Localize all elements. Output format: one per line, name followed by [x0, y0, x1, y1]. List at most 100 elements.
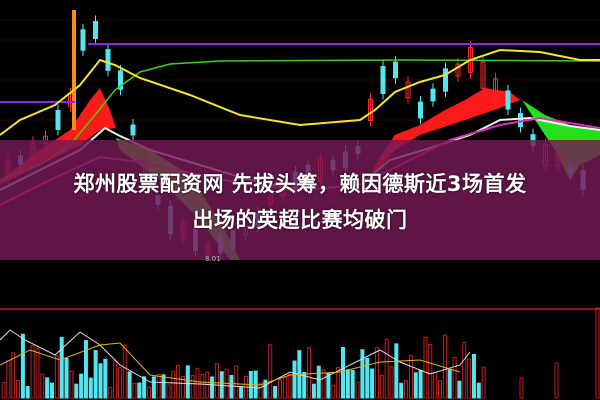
- volume-bar: [311, 383, 316, 399]
- volume-bar: [273, 385, 278, 399]
- volume-bar: [360, 349, 365, 399]
- volume-bar: [394, 343, 399, 399]
- volume-bar: [200, 373, 205, 399]
- volume-bar: [370, 368, 375, 399]
- volume-bar: [481, 366, 486, 399]
- volume-bar: [467, 358, 472, 399]
- volume-bar: [25, 386, 30, 399]
- volume-bar: [40, 373, 45, 399]
- candle-body: [518, 112, 523, 128]
- candle-body: [130, 124, 136, 136]
- volume-bar: [413, 372, 418, 399]
- candle-body: [405, 81, 411, 99]
- volume-bar: [433, 372, 438, 399]
- volume-bar: [161, 374, 166, 399]
- volume-bar: [321, 369, 326, 399]
- yellow-ma: [0, 48, 600, 136]
- volume-bar: [519, 377, 524, 399]
- volume-bar: [210, 376, 215, 399]
- volume-ma-white: [0, 329, 471, 389]
- volume-bar: [132, 382, 137, 399]
- volume-bar: [423, 336, 428, 399]
- candle-body: [368, 99, 373, 121]
- volume-bar: [98, 363, 103, 399]
- volume-bar: [355, 381, 360, 399]
- volume-bar: [442, 334, 447, 399]
- candle-body: [80, 29, 86, 51]
- volume-bar: [195, 367, 200, 399]
- candle-body: [55, 110, 61, 130]
- volume-bar: [554, 362, 559, 399]
- volume-bar: [292, 360, 297, 399]
- volume-bar: [171, 370, 176, 399]
- volume-bar: [219, 371, 224, 399]
- volume-bar: [50, 382, 54, 399]
- volume-bar: [316, 365, 321, 399]
- volume-bar: [20, 333, 25, 399]
- volume-bar: [447, 369, 452, 399]
- volume-bar: [64, 357, 69, 399]
- candle-body: [443, 68, 448, 92]
- volume-bar: [190, 375, 195, 399]
- volume-bar: [151, 376, 156, 399]
- volume-bar: [234, 365, 239, 399]
- volume-bar: [229, 374, 234, 399]
- candle-body: [430, 88, 436, 102]
- candle-body: [505, 90, 511, 110]
- candle-body: [493, 78, 498, 102]
- candle-body: [105, 49, 111, 71]
- volume-bar: [379, 374, 384, 399]
- volume-bar: [108, 386, 113, 399]
- volume-bar: [399, 382, 404, 399]
- volume-bar: [45, 377, 50, 399]
- volume-bar: [214, 363, 219, 399]
- volume-bar: [16, 379, 21, 399]
- volume-bar: [137, 382, 142, 399]
- volume-bar: [103, 358, 108, 399]
- volume-bar: [142, 376, 147, 399]
- volume-bar: [6, 360, 11, 399]
- volume-bar: [239, 386, 244, 399]
- volume-bar: [30, 345, 35, 399]
- headline-line-1: 郑州股票配资网 先拔头筹，赖因德斯近3场首发: [73, 172, 527, 196]
- volume-bar: [74, 383, 79, 399]
- volume-bar: [176, 364, 181, 399]
- volume-bar: [166, 384, 171, 399]
- candle-body: [455, 63, 461, 77]
- headline-overlay: [0, 140, 600, 260]
- volume-bar: [595, 307, 600, 399]
- volume-bar: [350, 369, 355, 399]
- volume-bar: [428, 344, 433, 399]
- volume-bar: [277, 379, 282, 399]
- volume-bar: [88, 377, 93, 399]
- candle-body: [118, 70, 123, 90]
- low-price-label: 8.01: [205, 255, 221, 263]
- volume-bar: [331, 384, 336, 399]
- volume-bar: [205, 371, 210, 399]
- volume-bar: [54, 355, 59, 399]
- volume-bar: [11, 352, 16, 399]
- volume-bar: [287, 373, 292, 399]
- volume-bar: [404, 380, 409, 399]
- candle-body: [480, 61, 486, 89]
- volume-bar: [302, 372, 307, 399]
- volume-bar: [374, 347, 379, 399]
- volume-bar: [365, 357, 370, 399]
- volume-bar: [83, 340, 88, 399]
- volume-bar: [79, 373, 84, 399]
- volume-bar: [336, 366, 341, 399]
- volume-bar: [117, 367, 122, 399]
- candle-body-spike: [72, 10, 76, 130]
- candle-body: [93, 21, 98, 39]
- volume-bar: [345, 369, 350, 399]
- volume-bar: [452, 356, 457, 399]
- volume-bar: [268, 344, 273, 399]
- volume-bar: [59, 336, 64, 399]
- volume-bar: [156, 374, 161, 399]
- volume-bar: [476, 382, 481, 399]
- candle-body: [418, 101, 423, 119]
- volume-bar: [471, 353, 476, 399]
- volume-bar: [462, 342, 467, 399]
- volume-bar: [185, 365, 190, 399]
- volume-bar: [127, 371, 132, 399]
